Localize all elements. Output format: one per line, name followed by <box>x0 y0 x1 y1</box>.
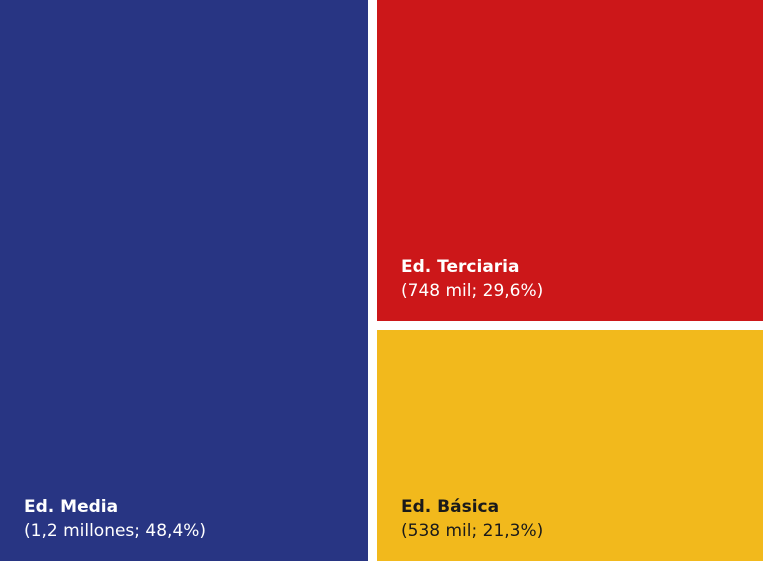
tile-label: Ed. Media (1,2 millones; 48,4%) <box>24 495 206 543</box>
tile-value-label: (1,2 millones; 48,4%) <box>24 521 207 541</box>
tile-value-label: (748 mil; 29,6%) <box>401 281 544 301</box>
tile-name-label: Ed. Media <box>24 497 119 517</box>
tile-name-label: Ed. Terciaria <box>401 257 520 277</box>
tile-name-label: Ed. Básica <box>401 497 500 517</box>
tile-ed-basica: Ed. Básica (538 mil; 21,3%) <box>377 330 763 561</box>
tile-ed-media: Ed. Media (1,2 millones; 48,4%) <box>0 0 368 561</box>
tile-label: Ed. Básica (538 mil; 21,3%) <box>401 495 543 543</box>
tile-label: Ed. Terciaria (748 mil; 29,6%) <box>401 255 543 303</box>
tile-value-label: (538 mil; 21,3%) <box>401 521 544 541</box>
tile-ed-terciaria: Ed. Terciaria (748 mil; 29,6%) <box>377 0 763 321</box>
